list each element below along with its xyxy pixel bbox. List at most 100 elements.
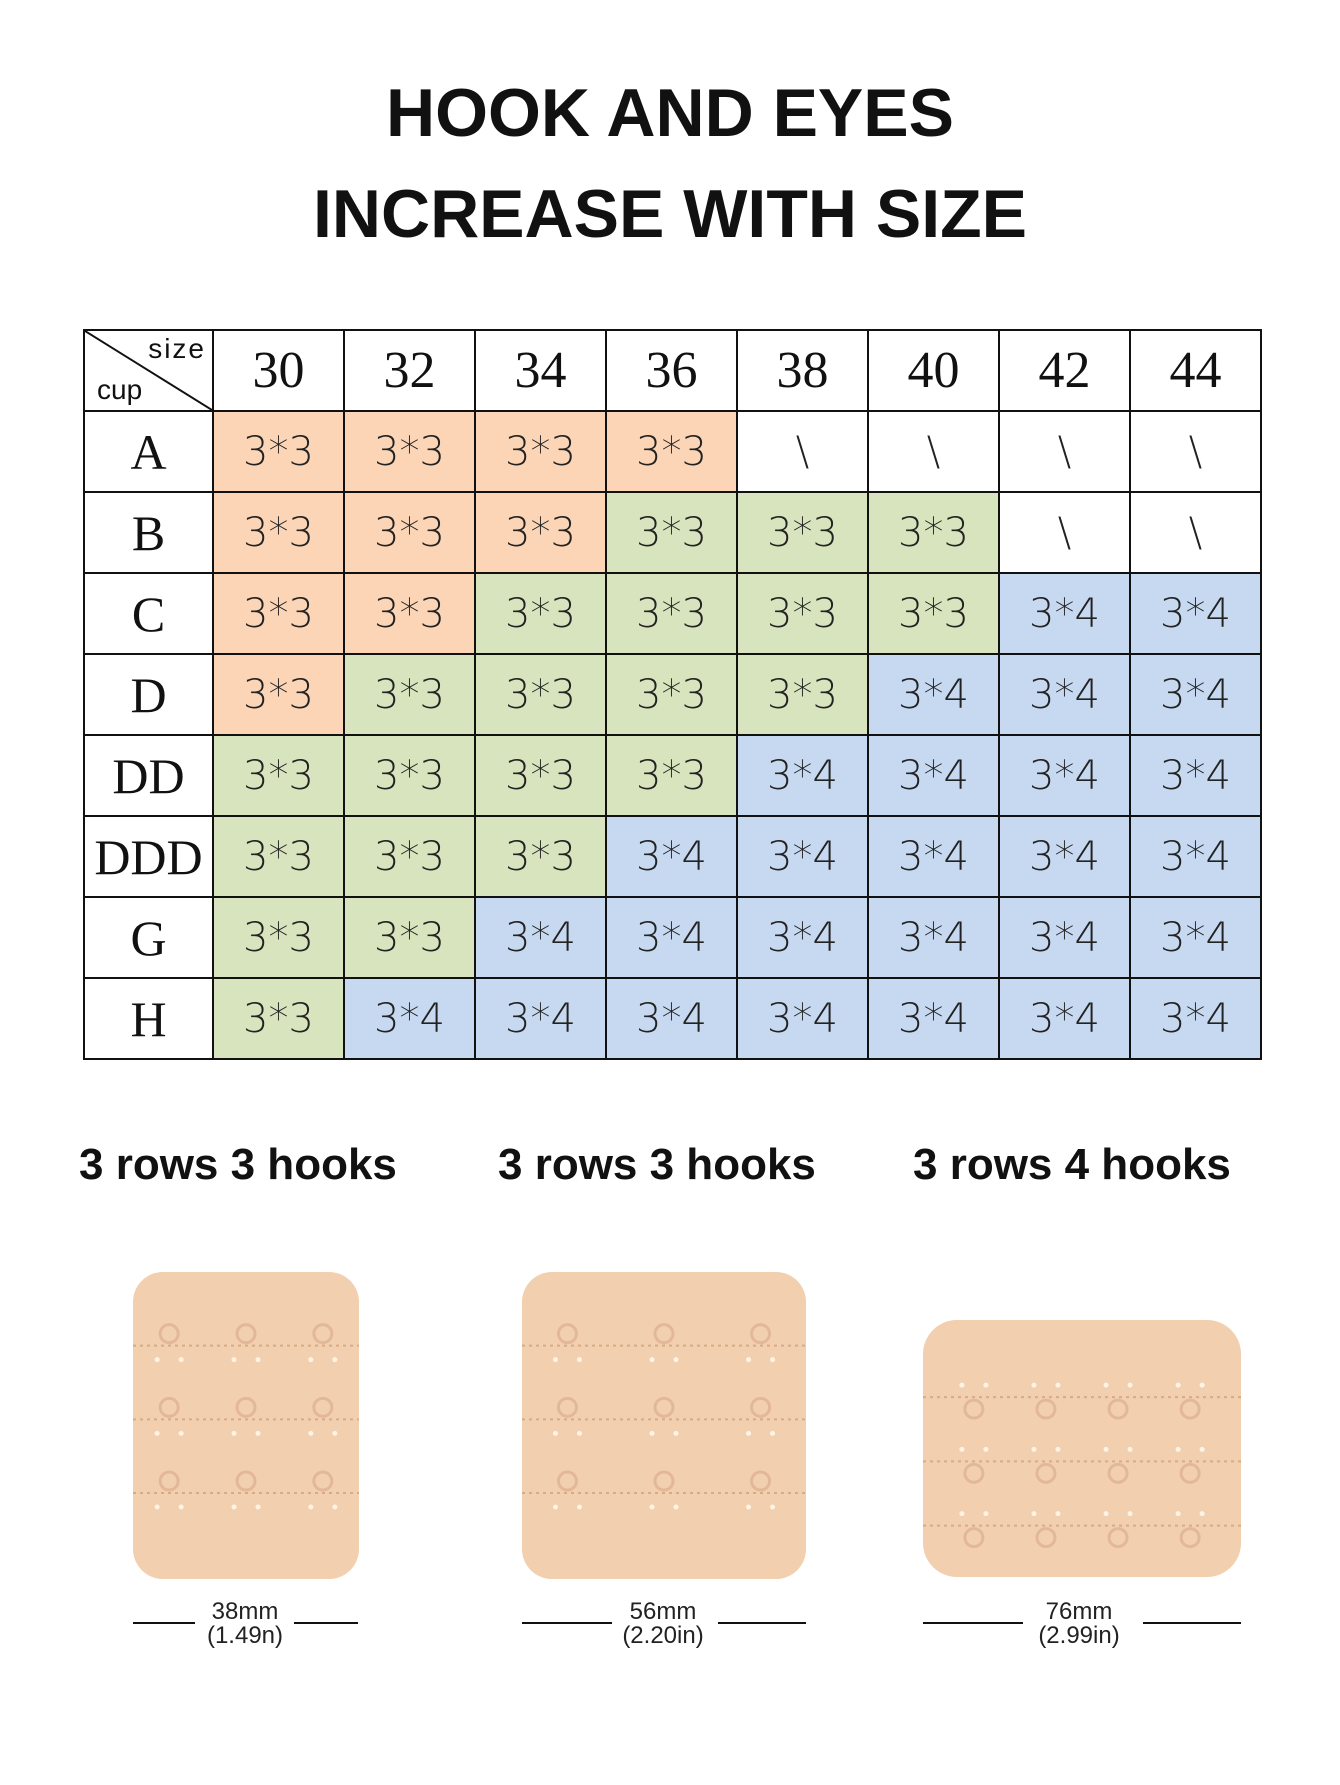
cup-header-B: B [83,491,214,574]
table-cell: 3*3 [343,734,476,817]
table-cell: 3*3 [212,491,345,574]
title-line-1: HOOK AND EYES [385,75,954,151]
size-header-42: 42 [998,329,1131,412]
hook-eye-icon [1107,1462,1129,1484]
hook-eye-icon [158,1323,180,1345]
table-cell: 3*3 [212,653,345,736]
hook-eye-icon [1107,1398,1129,1420]
width-in: (1.49n) [206,1622,284,1649]
hook-eye-icon [963,1398,985,1420]
table-cell: 3*4 [867,896,1000,979]
cup-header-D: D [83,653,214,736]
table-cell: 3*3 [605,491,738,574]
table-cell: 3*3 [605,572,738,655]
table-cell: \ [1129,410,1262,493]
table-cell: 3*3 [212,410,345,493]
hook-eye-icon [312,1323,334,1345]
hook-eye-icon [653,1323,675,1345]
table-cell: \ [867,410,1000,493]
hook-eye-icon [1035,1398,1057,1420]
dimension-arrow-right [294,1622,358,1624]
table-cell: 3*4 [867,734,1000,817]
cup-header-A: A [83,410,214,493]
dimension-label-3: 76mm (2.99in) [1019,1600,1139,1648]
dimension-arrow-right [1143,1622,1241,1624]
cup-header-G: G [83,896,214,979]
width-in: (2.20in) [622,1622,704,1649]
diagonal-divider [85,331,212,410]
hook-eye-icon [963,1527,985,1549]
size-chart-table: size cup 30 32 34 36 38 40 42 44 A 3*3 3*3 3*3 3*3 \… [83,329,1262,1060]
table-cell: 3*3 [867,572,1000,655]
width-mm: 56mm [629,1598,697,1625]
table-cell: 3*3 [343,653,476,736]
table-cell: 3*4 [1129,572,1262,655]
table-cell: 3*4 [1129,653,1262,736]
table-row: B 3*3 3*3 3*3 3*3 3*3 3*3 \ \ [83,491,1262,574]
table-cell: 3*4 [474,977,607,1060]
table-row: DDD 3*3 3*3 3*3 3*4 3*4 3*4 3*4 3*4 [83,815,1262,898]
dimension-arrow-left [133,1622,195,1624]
fabric-pad [923,1320,1241,1577]
caption-extender-3: 3 rows 4 hooks [913,1140,1231,1189]
table-cell: 3*3 [343,491,476,574]
table-row: A 3*3 3*3 3*3 3*3 \ \ \ \ [83,410,1262,493]
table-cell: 3*3 [736,572,869,655]
dimension-label-1: 38mm (1.49n) [185,1600,305,1648]
table-cell: 3*4 [736,896,869,979]
caption-extender-2: 3 rows 3 hooks [498,1140,816,1189]
cup-header-DD: DD [83,734,214,817]
table-cell: 3*3 [212,734,345,817]
fabric-pad [133,1272,359,1579]
table-cell: 3*4 [605,896,738,979]
size-header-34: 34 [474,329,607,412]
title-line-2: INCREASE WITH SIZE [312,176,1028,252]
table-cell: 3*4 [867,977,1000,1060]
table-row: G 3*3 3*3 3*4 3*4 3*4 3*4 3*4 3*4 [83,896,1262,979]
dimension-arrow-left [522,1622,612,1624]
hook-eye-icon [750,1470,772,1492]
table-cell: 3*4 [605,815,738,898]
size-header-44: 44 [1129,329,1262,412]
hook-extender-image-3x4 [923,1320,1241,1577]
hook-eye-icon [235,1470,257,1492]
table-cell: 3*4 [605,977,738,1060]
table-cell: 3*3 [605,410,738,493]
dimension-arrow-left [923,1622,1023,1624]
table-cell: 3*3 [474,815,607,898]
cup-header-C: C [83,572,214,655]
hook-eye-icon [1179,1527,1201,1549]
table-cell: 3*4 [998,572,1131,655]
table-cell: 3*4 [474,896,607,979]
hook-eye-icon [1035,1527,1057,1549]
hook-eye-icon [556,1470,578,1492]
table-cell: 3*4 [736,977,869,1060]
table-cell: 3*4 [1129,977,1262,1060]
table-cell: 3*3 [474,410,607,493]
corner-cell: size cup [83,329,214,412]
hook-extender-image-3x3-medium [522,1272,806,1579]
hook-eye-icon [235,1323,257,1345]
cup-label: cup [97,374,143,405]
hook-eye-icon [750,1323,772,1345]
table-cell: 3*4 [998,734,1131,817]
width-mm: 76mm [1045,1598,1113,1625]
hook-eye-icon [1035,1462,1057,1484]
dimension-label-2: 56mm (2.20in) [603,1600,723,1648]
hook-eye-icon [963,1462,985,1484]
hook-eye-icon [556,1323,578,1345]
table-cell: \ [1129,491,1262,574]
table-cell: 3*3 [212,572,345,655]
width-in: (2.99in) [1038,1622,1120,1649]
table-cell: 3*3 [343,815,476,898]
table-cell: 3*4 [1129,896,1262,979]
hook-eye-icon [158,1470,180,1492]
table-cell: 3*4 [867,653,1000,736]
table-cell: 3*4 [998,896,1131,979]
table-cell: 3*3 [474,491,607,574]
caption-extender-1: 3 rows 3 hooks [79,1140,397,1189]
hook-eye-icon [653,1470,675,1492]
hook-eye-icon [1179,1398,1201,1420]
table-cell: 3*3 [343,572,476,655]
hook-eye-icon [235,1396,257,1418]
